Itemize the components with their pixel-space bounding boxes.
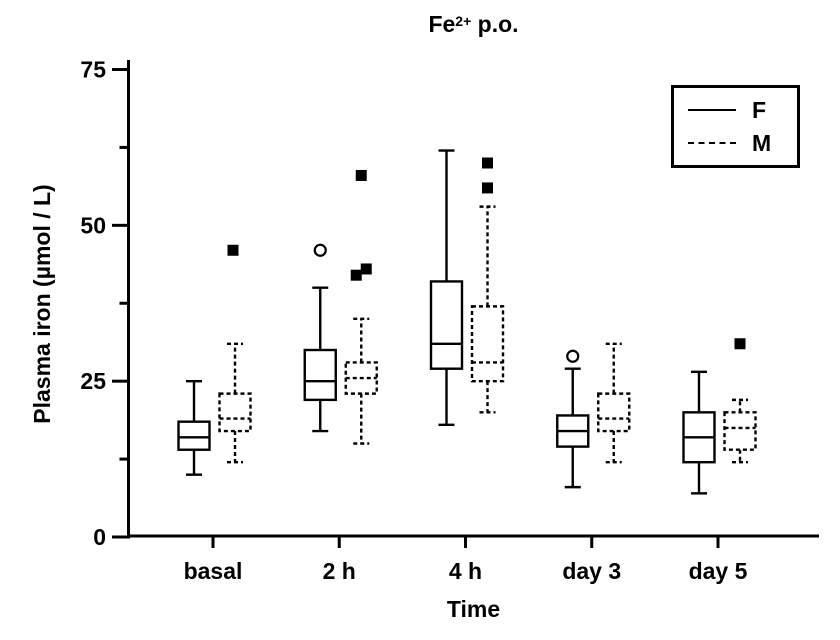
x-tick-label: basal xyxy=(184,558,243,584)
legend-row-m: M xyxy=(688,129,785,157)
box-F-4 h xyxy=(429,280,464,370)
box-M-4 h xyxy=(470,305,505,383)
chart-title-base: Fe xyxy=(428,11,456,37)
x-axis-label: Time xyxy=(446,596,501,622)
chart-title-rest: p.o. xyxy=(471,11,519,37)
dashed-line-sample-icon xyxy=(688,141,736,144)
box-M-day 3 xyxy=(597,392,631,433)
outlier-square-icon xyxy=(350,269,362,281)
solid-line-sample-icon xyxy=(688,109,736,112)
y-tick-label: 75 xyxy=(80,57,106,83)
chart-title: Fe2+ p.o. xyxy=(128,6,819,37)
outlier-square-icon xyxy=(482,182,493,194)
outlier-circle-icon xyxy=(313,243,327,257)
chart-title-superscript: 2+ xyxy=(455,13,472,29)
outlier-circle-icon xyxy=(566,349,580,363)
legend-row-f: F xyxy=(688,96,785,124)
outlier-square-icon xyxy=(355,169,367,181)
legend: F M xyxy=(671,85,800,168)
outlier-square-icon xyxy=(227,244,239,256)
x-tick-label: 4 h xyxy=(449,558,482,584)
box-F-2 h xyxy=(303,348,337,402)
x-tick-label: 2 h xyxy=(323,558,356,584)
box-M-basal xyxy=(218,392,252,433)
y-tick-label: 0 xyxy=(93,524,106,550)
legend-label-m: M xyxy=(752,129,772,156)
outlier-square-icon xyxy=(734,338,746,350)
legend-label-f: F xyxy=(752,97,767,124)
outlier-square-icon xyxy=(360,263,372,275)
box-M-day 5 xyxy=(723,411,757,451)
box-F-basal xyxy=(177,420,211,451)
y-tick-label: 25 xyxy=(80,368,106,394)
y-tick-label: 50 xyxy=(80,212,106,238)
outlier-square-icon xyxy=(482,157,493,169)
x-tick-label: day 5 xyxy=(689,558,748,584)
x-tick-label: day 3 xyxy=(562,558,621,584)
